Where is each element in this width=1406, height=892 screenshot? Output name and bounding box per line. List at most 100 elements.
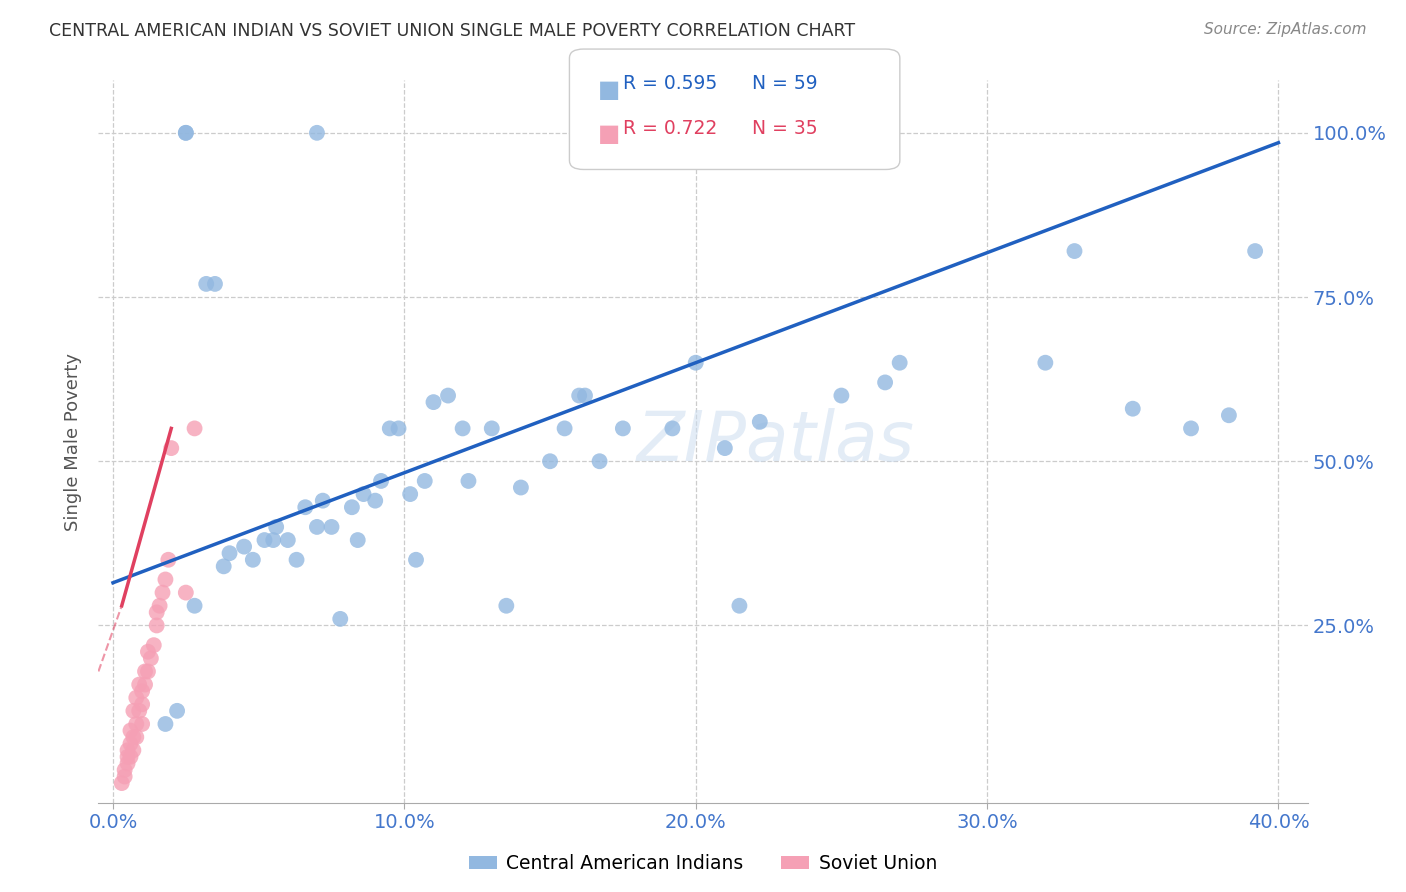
Text: CENTRAL AMERICAN INDIAN VS SOVIET UNION SINGLE MALE POVERTY CORRELATION CHART: CENTRAL AMERICAN INDIAN VS SOVIET UNION … xyxy=(49,22,855,40)
Text: ■: ■ xyxy=(598,122,620,146)
Point xyxy=(495,599,517,613)
Point xyxy=(183,599,205,613)
Point xyxy=(166,704,188,718)
Point xyxy=(174,126,197,140)
Point xyxy=(378,421,401,435)
Legend: Central American Indians, Soviet Union: Central American Indians, Soviet Union xyxy=(470,854,936,873)
Point xyxy=(457,474,479,488)
Point xyxy=(364,493,387,508)
Point xyxy=(149,599,172,613)
Point xyxy=(405,553,427,567)
Point xyxy=(399,487,422,501)
Point xyxy=(451,421,474,435)
Point xyxy=(370,474,392,488)
Point xyxy=(264,520,287,534)
Point xyxy=(120,749,142,764)
Point xyxy=(131,698,153,712)
Point xyxy=(1244,244,1267,258)
Point xyxy=(875,376,897,390)
Point xyxy=(142,638,165,652)
Point xyxy=(134,665,156,679)
Point xyxy=(114,763,136,777)
Point xyxy=(195,277,218,291)
Point xyxy=(120,737,142,751)
Point xyxy=(728,599,751,613)
Point xyxy=(588,454,610,468)
Point xyxy=(136,645,159,659)
Y-axis label: Single Male Poverty: Single Male Poverty xyxy=(65,352,83,531)
Point xyxy=(612,421,634,435)
Point xyxy=(128,677,150,691)
Point xyxy=(661,421,683,435)
Point xyxy=(509,481,531,495)
Point xyxy=(131,717,153,731)
Point xyxy=(568,388,591,402)
Point xyxy=(122,743,145,757)
Point xyxy=(685,356,707,370)
Point xyxy=(125,717,148,731)
Point xyxy=(111,776,134,790)
Point xyxy=(128,704,150,718)
Text: N = 59: N = 59 xyxy=(752,74,818,93)
Point xyxy=(136,665,159,679)
Text: R = 0.722: R = 0.722 xyxy=(623,119,717,137)
Text: R = 0.595: R = 0.595 xyxy=(623,74,717,93)
Point xyxy=(1180,421,1202,435)
Text: N = 35: N = 35 xyxy=(752,119,818,137)
Point xyxy=(155,573,177,587)
Point xyxy=(830,388,852,402)
Point xyxy=(554,421,576,435)
Point xyxy=(218,546,240,560)
Point xyxy=(122,730,145,744)
Point xyxy=(160,441,183,455)
Point xyxy=(889,356,911,370)
Point xyxy=(340,500,363,515)
Point xyxy=(242,553,264,567)
Point xyxy=(117,749,139,764)
Point xyxy=(1033,356,1056,370)
Point xyxy=(305,520,328,534)
Point xyxy=(212,559,235,574)
Point xyxy=(253,533,276,547)
Text: ■: ■ xyxy=(598,78,620,102)
Point xyxy=(145,605,167,619)
Point xyxy=(120,723,142,738)
Point xyxy=(117,743,139,757)
Point xyxy=(413,474,436,488)
Text: ZIPatlas: ZIPatlas xyxy=(637,408,914,475)
Point xyxy=(387,421,409,435)
Point xyxy=(294,500,316,515)
Point xyxy=(131,684,153,698)
Point xyxy=(139,651,162,665)
Point xyxy=(481,421,503,435)
Point xyxy=(574,388,596,402)
Point xyxy=(233,540,256,554)
Point xyxy=(125,690,148,705)
Point xyxy=(114,770,136,784)
Point xyxy=(312,493,335,508)
Point xyxy=(152,585,174,599)
Point xyxy=(714,441,737,455)
Point xyxy=(1122,401,1144,416)
Point xyxy=(145,618,167,632)
Point xyxy=(422,395,444,409)
Point xyxy=(353,487,375,501)
Point xyxy=(321,520,343,534)
Point xyxy=(122,704,145,718)
Point xyxy=(748,415,770,429)
Point xyxy=(117,756,139,771)
Point xyxy=(329,612,352,626)
Point xyxy=(1063,244,1085,258)
Text: Source: ZipAtlas.com: Source: ZipAtlas.com xyxy=(1204,22,1367,37)
Point xyxy=(437,388,460,402)
Point xyxy=(174,585,197,599)
Point xyxy=(155,717,177,731)
Point xyxy=(125,730,148,744)
Point xyxy=(305,126,328,140)
Point xyxy=(277,533,299,547)
Point xyxy=(538,454,561,468)
Point xyxy=(183,421,205,435)
Point xyxy=(204,277,226,291)
Point xyxy=(157,553,180,567)
Point xyxy=(174,126,197,140)
